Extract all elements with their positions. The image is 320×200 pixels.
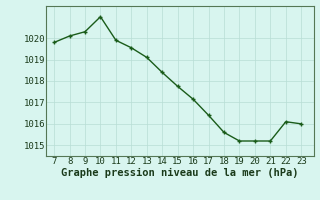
X-axis label: Graphe pression niveau de la mer (hPa): Graphe pression niveau de la mer (hPa) — [61, 168, 299, 178]
